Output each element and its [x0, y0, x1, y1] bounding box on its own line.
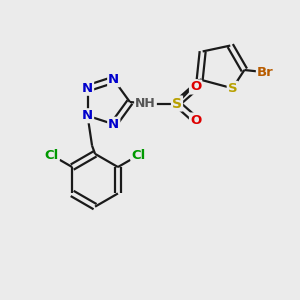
- Text: Br: Br: [257, 66, 274, 79]
- Text: O: O: [190, 113, 201, 127]
- Text: O: O: [190, 80, 201, 94]
- Text: N: N: [108, 73, 119, 86]
- Text: Cl: Cl: [132, 148, 146, 162]
- Text: S: S: [228, 82, 237, 95]
- Text: N: N: [82, 82, 93, 95]
- Text: Cl: Cl: [44, 148, 58, 162]
- Text: N: N: [82, 109, 93, 122]
- Text: NH: NH: [135, 97, 156, 110]
- Text: N: N: [108, 118, 119, 131]
- Text: S: S: [172, 97, 182, 110]
